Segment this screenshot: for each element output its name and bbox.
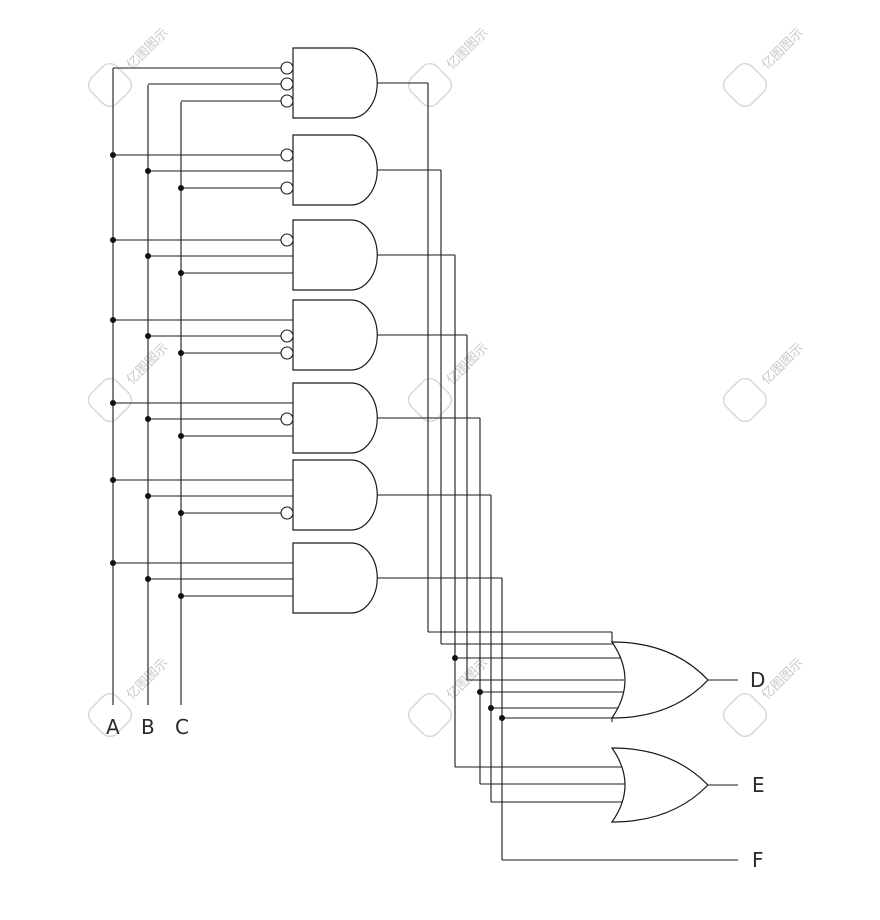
inverter-bubble [280, 94, 294, 108]
watermark-text: 亿图图示 [124, 26, 171, 73]
inverter-bubble [280, 506, 294, 520]
junction-dot [145, 333, 151, 339]
inverter-bubble [280, 77, 294, 91]
junction-dot [477, 689, 483, 695]
inverter-bubble [280, 61, 294, 75]
output-label-e: E [752, 773, 765, 797]
junction-dot [178, 270, 184, 276]
watermark: 亿图图示 [722, 26, 807, 108]
watermark-text: 亿图图示 [444, 341, 491, 388]
watermark-text: 亿图图示 [444, 656, 491, 703]
watermark: 亿图图示 [87, 26, 172, 108]
input-label-b: B [141, 715, 155, 739]
junction-dot [110, 317, 116, 323]
watermark: 亿图图示 [87, 341, 172, 423]
junction-dot [178, 510, 184, 516]
inverter-bubble [280, 412, 294, 426]
output-label-d: D [750, 668, 765, 692]
junction-dot [145, 576, 151, 582]
watermark-logo-icon [407, 692, 453, 738]
watermark-text: 亿图图示 [759, 26, 806, 73]
and-gate-5 [292, 382, 378, 454]
gate-layer [280, 47, 709, 823]
watermark-text: 亿图图示 [759, 656, 806, 703]
inverter-bubble [280, 181, 294, 195]
watermark-logo-icon [407, 377, 453, 423]
inverter-bubble [280, 148, 294, 162]
watermark-logo-icon [87, 62, 133, 108]
and-gate-3 [292, 219, 378, 291]
junction-dot [499, 715, 505, 721]
or-gate-e [610, 747, 709, 823]
junction-dot [110, 237, 116, 243]
watermark-text: 亿图图示 [444, 26, 491, 73]
junction-dot [178, 350, 184, 356]
watermark: 亿图图示 [722, 656, 807, 738]
junction-dot [452, 655, 458, 661]
inverter-bubble [280, 233, 294, 247]
watermark: 亿图图示 [407, 26, 492, 108]
watermark-logo-icon [722, 62, 768, 108]
watermark-logo-icon [722, 377, 768, 423]
junction-dot [145, 416, 151, 422]
inverter-bubble [280, 346, 294, 360]
and-gate-7 [292, 542, 378, 614]
junction-dot [488, 705, 494, 711]
watermark: 亿图图示 [407, 656, 492, 738]
input-label-c: C [175, 715, 189, 739]
watermark: 亿图图示 [87, 656, 172, 738]
inverter-bubble [280, 329, 294, 343]
watermark-logo-icon [407, 62, 453, 108]
junction-dot [145, 253, 151, 259]
junction-dot [145, 493, 151, 499]
junction-dot [178, 593, 184, 599]
junction-dot [110, 560, 116, 566]
watermark-logo-icon [87, 377, 133, 423]
junction-dot [110, 477, 116, 483]
wire-layer [112, 67, 738, 861]
junction-dot [110, 400, 116, 406]
watermark-logo-icon [722, 692, 768, 738]
watermark: 亿图图示 [407, 341, 492, 423]
junction-dot [178, 433, 184, 439]
and-gate-4 [292, 299, 378, 371]
input-label-a: A [106, 715, 120, 739]
junction-dot [110, 152, 116, 158]
watermark-logo-icon [87, 692, 133, 738]
and-gate-2 [292, 134, 378, 206]
junction-dot [145, 168, 151, 174]
junction-dot [178, 185, 184, 191]
watermark-text: 亿图图示 [759, 341, 806, 388]
junction-layer [110, 152, 505, 721]
output-label-f: F [752, 848, 764, 872]
and-gate-6 [292, 459, 378, 531]
watermark: 亿图图示 [722, 341, 807, 423]
or-gate-d [610, 641, 709, 719]
and-gate-1 [292, 47, 378, 119]
